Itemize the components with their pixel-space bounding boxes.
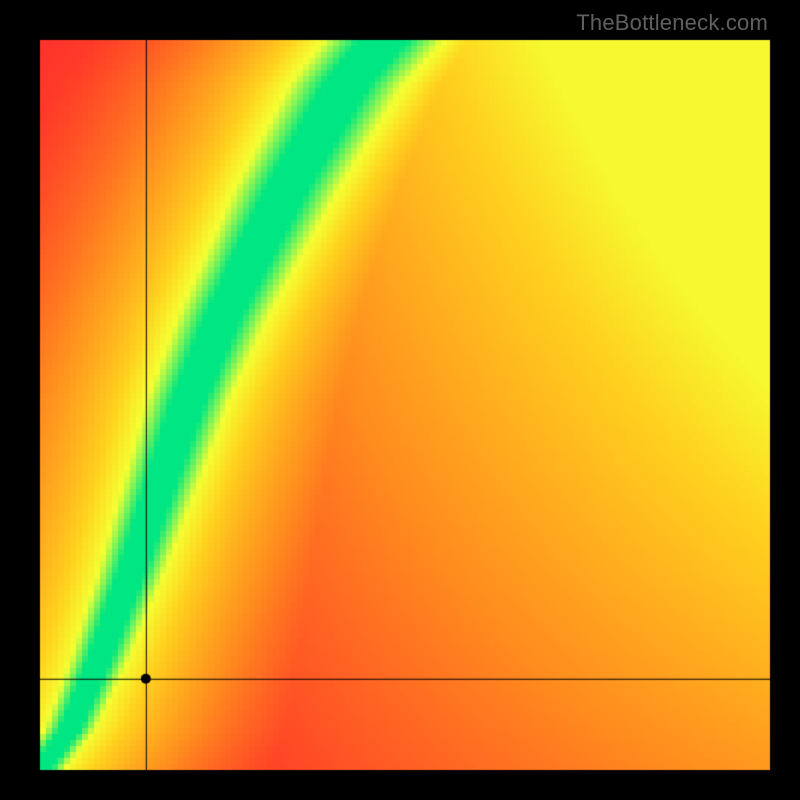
heatmap-canvas bbox=[0, 0, 800, 800]
chart-container: TheBottleneck.com bbox=[0, 0, 800, 800]
watermark-label: TheBottleneck.com bbox=[576, 10, 768, 36]
